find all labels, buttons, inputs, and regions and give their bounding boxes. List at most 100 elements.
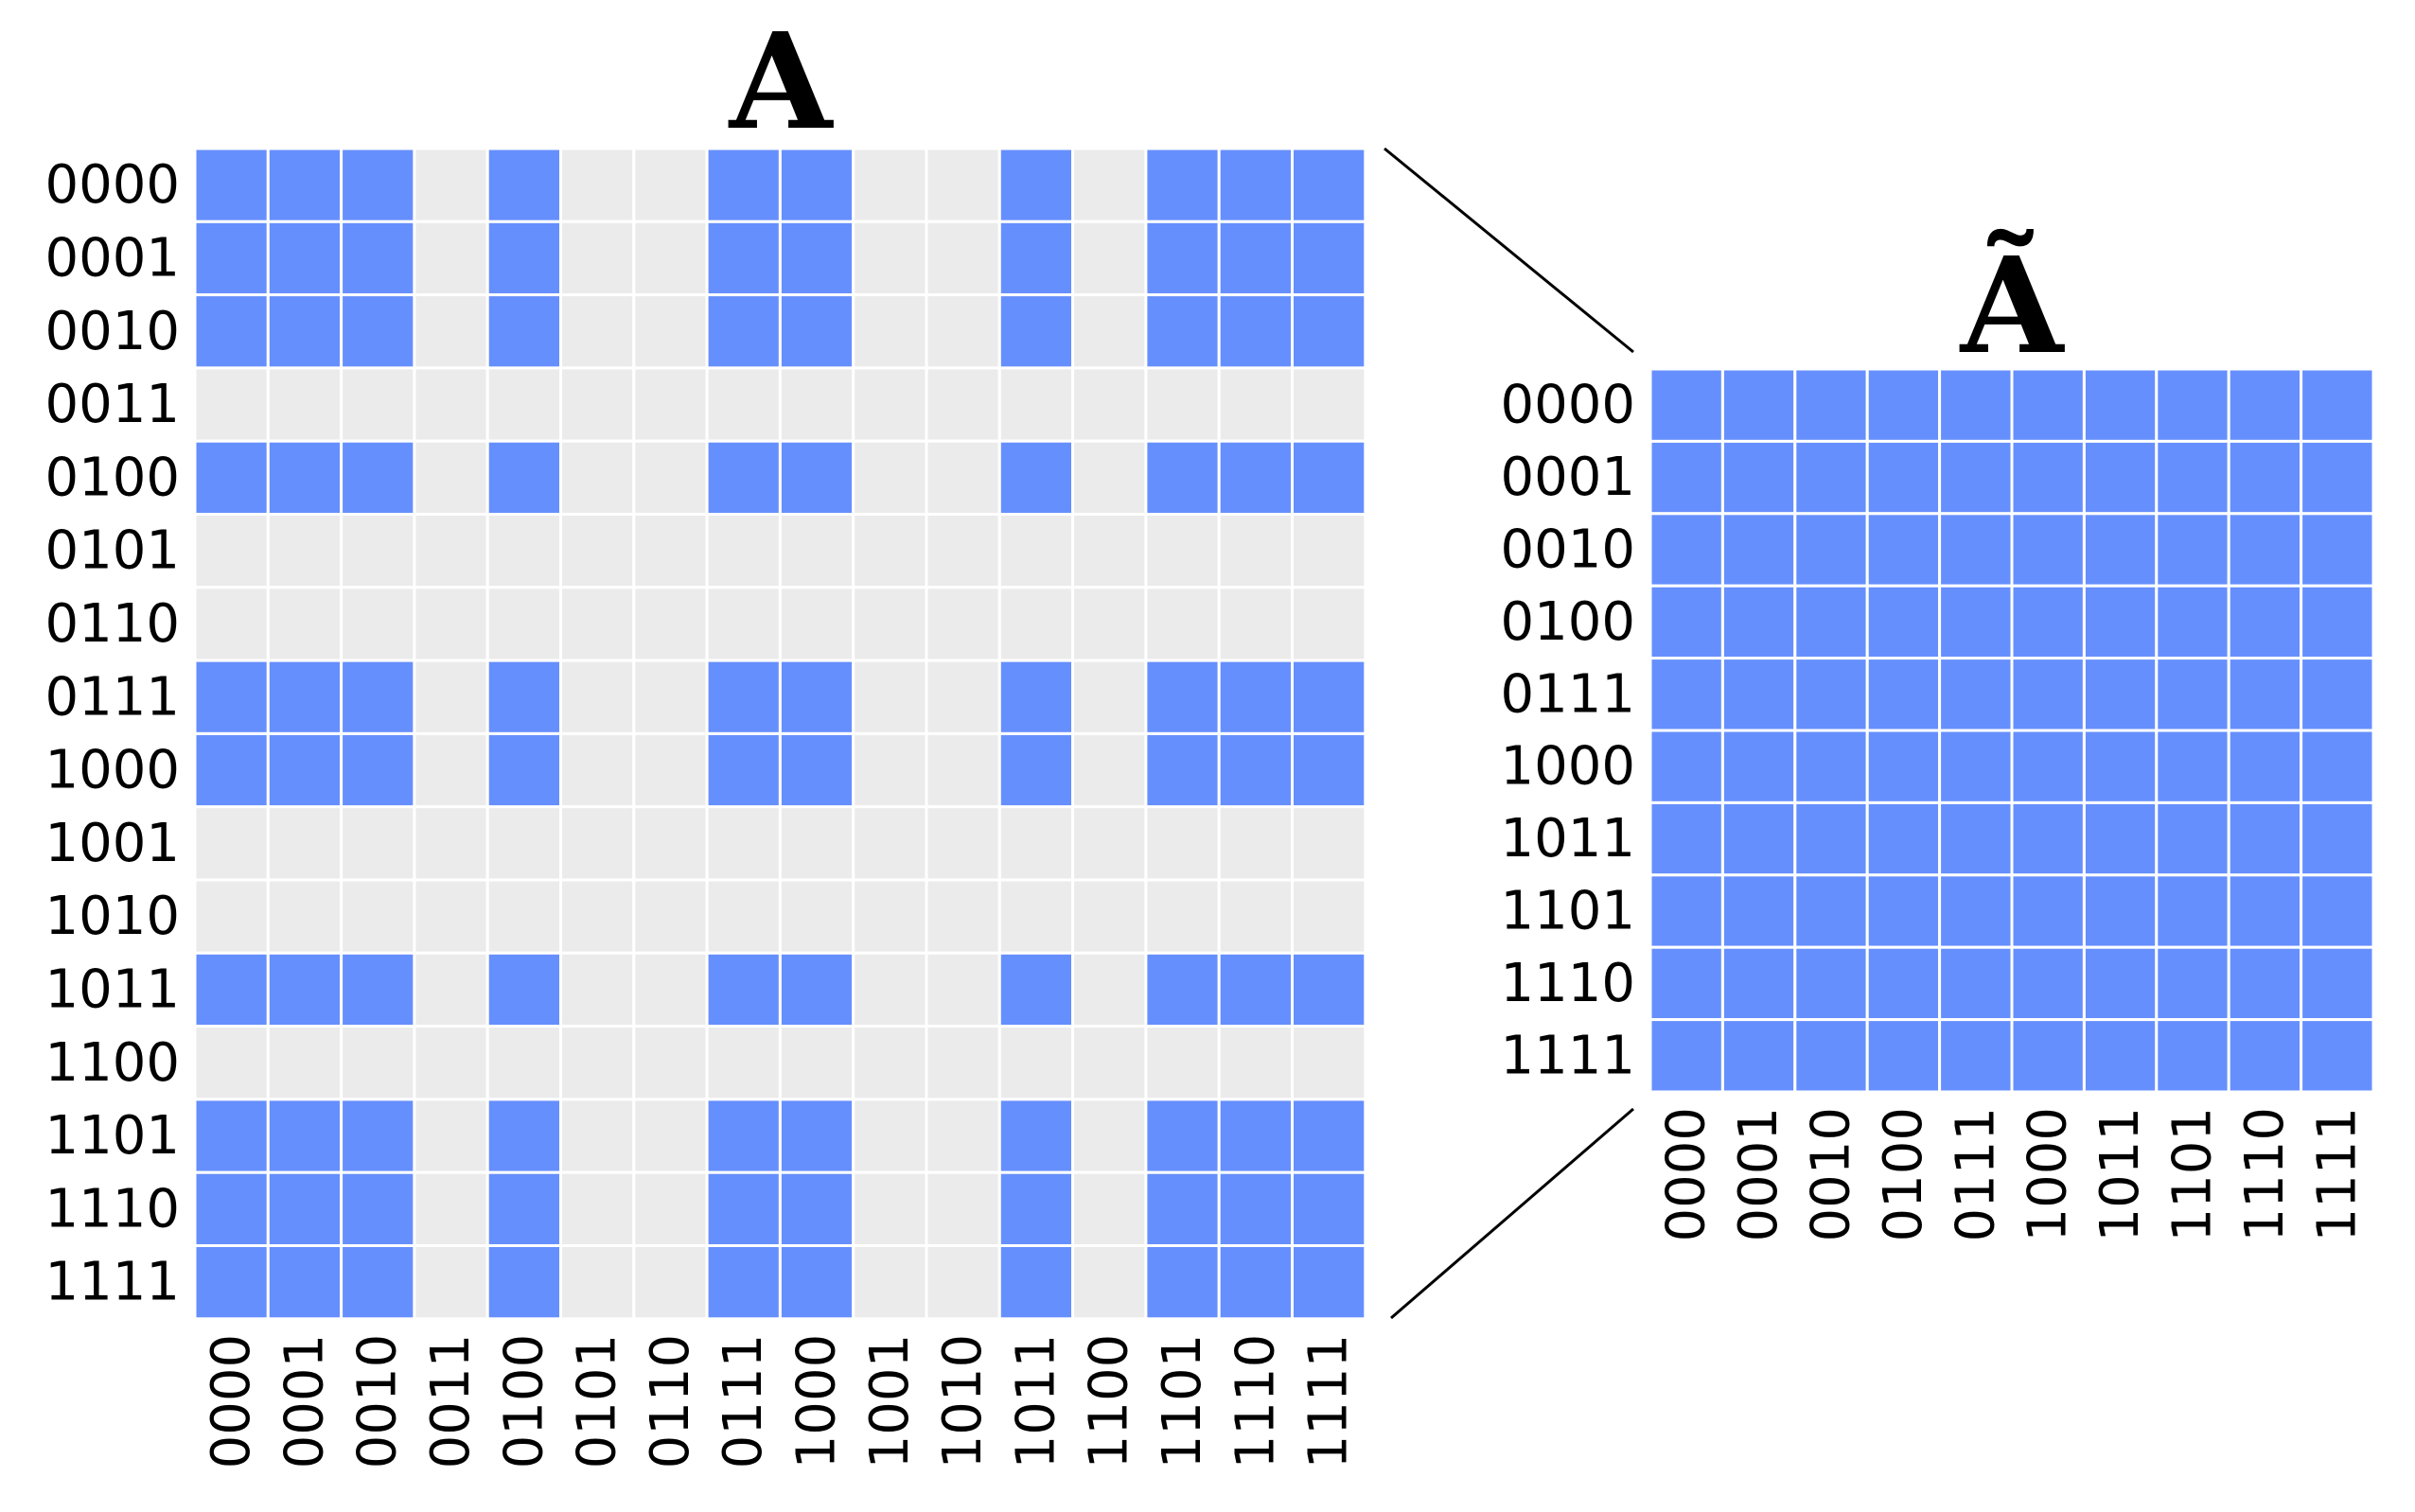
heatmap-cell-empty — [632, 586, 709, 662]
row-tick-label: 0110 — [44, 593, 180, 655]
chart-title: A — [728, 5, 835, 160]
heatmap-cell-empty — [559, 951, 636, 1029]
heatmap-cell-filled — [1865, 657, 1942, 732]
heatmap-cell-empty — [559, 878, 636, 955]
heatmap-cell-empty — [997, 878, 1075, 955]
heatmap-cell-filled — [340, 147, 416, 223]
heatmap-cell-empty — [705, 878, 782, 955]
heatmap-cell-filled — [1217, 1170, 1294, 1247]
heatmap-cell-filled — [193, 220, 270, 297]
heatmap-cell-empty — [340, 586, 416, 662]
heatmap-cell-empty — [632, 366, 709, 443]
heatmap-cell-empty — [852, 1098, 928, 1174]
heatmap-cell-filled — [340, 220, 416, 297]
heatmap-cell-filled — [340, 1098, 416, 1174]
heatmap-cell-empty — [778, 366, 855, 443]
heatmap-cell-filled — [485, 1098, 563, 1174]
heatmap-cell-filled — [997, 293, 1075, 370]
heatmap-cell-empty — [1144, 805, 1221, 882]
heatmap-cell-empty — [1071, 951, 1148, 1029]
heatmap-cell-filled — [1720, 367, 1797, 443]
row-tick-label: 0001 — [1500, 447, 1635, 508]
row-tick-label: 0001 — [44, 227, 180, 289]
col-tick-label: 0000 — [201, 1334, 262, 1469]
heatmap-cell-filled — [2300, 729, 2375, 804]
heatmap-cell-filled — [485, 731, 563, 809]
heatmap-cell-filled — [2155, 512, 2230, 588]
heatmap-cell-empty — [559, 220, 636, 297]
heatmap-cell-empty — [852, 220, 928, 297]
heatmap-cell-empty — [778, 513, 855, 589]
heatmap-cell-empty — [485, 513, 563, 589]
heatmap-cell-filled — [705, 659, 782, 735]
heatmap-cell-empty — [413, 1244, 489, 1321]
heatmap-cell-filled — [2155, 729, 2230, 804]
chart-title: Ã — [1959, 228, 2066, 384]
heatmap-cell-filled — [1720, 945, 1797, 1022]
heatmap-cell-empty — [1071, 366, 1148, 443]
heatmap-cell-empty — [705, 366, 782, 443]
heatmap-cell-filled — [778, 147, 855, 223]
heatmap-cell-filled — [1938, 800, 2014, 877]
heatmap-cell-filled — [2082, 873, 2159, 949]
col-tick-label: 1111 — [2306, 1107, 2368, 1242]
heatmap-cell-filled — [485, 439, 563, 517]
heatmap-cell-filled — [485, 951, 563, 1029]
heatmap-cell-empty — [413, 805, 489, 882]
heatmap-cell-filled — [193, 1098, 270, 1174]
heatmap-cell-empty — [413, 878, 489, 955]
row-tick-label: 0100 — [44, 447, 180, 508]
row-tick-label: 0101 — [44, 520, 180, 582]
heatmap-cell-empty — [1291, 805, 1367, 882]
heatmap-cell-filled — [705, 731, 782, 809]
col-tick-label: 1010 — [932, 1334, 994, 1469]
heatmap-cell-empty — [559, 1170, 636, 1247]
heatmap-cell-empty — [852, 439, 928, 517]
heatmap-cell-empty — [997, 366, 1075, 443]
heatmap-cell-filled — [2300, 512, 2375, 588]
heatmap-cell-filled — [778, 293, 855, 370]
heatmap-cell-filled — [778, 951, 855, 1029]
col-tick-label: 0001 — [273, 1334, 335, 1469]
heatmap-cell-filled — [1938, 729, 2014, 804]
heatmap-cell-empty — [705, 513, 782, 589]
heatmap-cell-empty — [925, 731, 1001, 809]
heatmap-cell-filled — [1144, 659, 1221, 735]
heatmap-cell-empty — [1144, 878, 1221, 955]
heatmap-cell-filled — [2227, 800, 2303, 877]
heatmap-cell-empty — [340, 805, 416, 882]
heatmap-cell-empty — [925, 293, 1001, 370]
heatmap-cell-filled — [1648, 945, 1724, 1022]
heatmap-cell-filled — [1865, 1018, 1942, 1094]
heatmap-cell-empty — [705, 1025, 782, 1101]
heatmap-cell-empty — [193, 366, 270, 443]
heatmap-cell-empty — [1071, 220, 1148, 297]
heatmap-cell-filled — [2010, 367, 2086, 443]
heatmap-cell-filled — [193, 439, 270, 517]
row-tick-label: 0000 — [44, 154, 180, 216]
heatmap-cell-empty — [485, 586, 563, 662]
heatmap-cell-empty — [193, 586, 270, 662]
heatmap-cell-empty — [340, 366, 416, 443]
col-tick-label: 1011 — [2089, 1107, 2151, 1242]
heatmap-cell-empty — [1071, 1098, 1148, 1174]
heatmap-cell-filled — [1865, 800, 1942, 877]
row-tick-label: 0011 — [44, 374, 180, 435]
heatmap-cell-empty — [1071, 731, 1148, 809]
heatmap-cell-filled — [1648, 1018, 1724, 1094]
row-tick-label: 0010 — [1500, 519, 1635, 581]
heatmap-cell-filled — [2082, 657, 2159, 732]
heatmap-cell-empty — [778, 878, 855, 955]
heatmap-cell-filled — [1938, 584, 2014, 660]
heatmap-cell-empty — [559, 659, 636, 735]
heatmap-cell-filled — [340, 951, 416, 1029]
heatmap-cell-empty — [925, 220, 1001, 297]
heatmap-cell-empty — [852, 1170, 928, 1247]
heatmap-cell-filled — [1793, 367, 1869, 443]
heatmap-cell-empty — [997, 586, 1075, 662]
heatmap-cell-filled — [705, 220, 782, 297]
heatmap-cell-filled — [1938, 1018, 2014, 1094]
heatmap-cell-empty — [1144, 1025, 1221, 1101]
heatmap-cell-empty — [1071, 1025, 1148, 1101]
heatmap-cell-empty — [266, 513, 344, 589]
